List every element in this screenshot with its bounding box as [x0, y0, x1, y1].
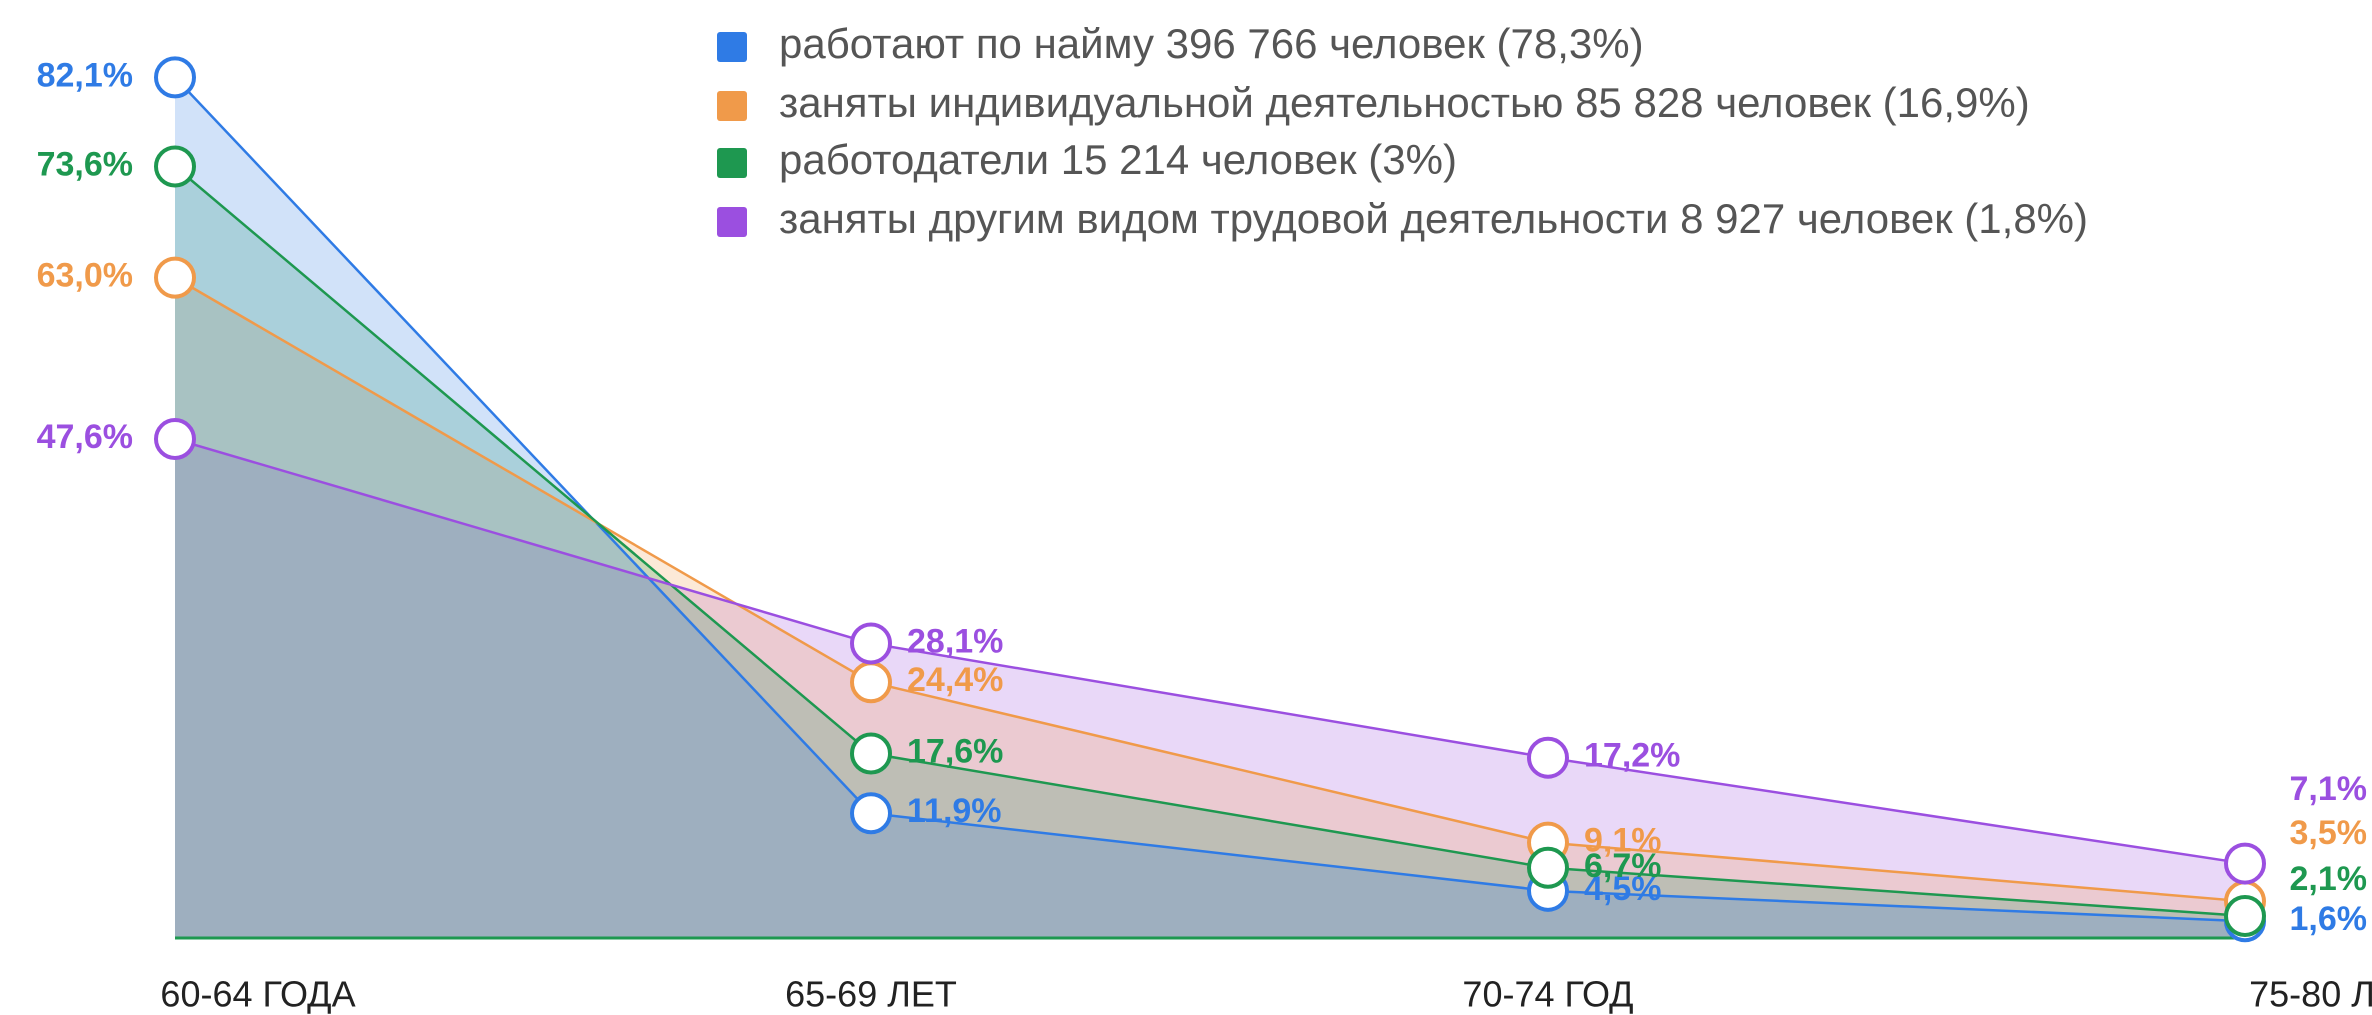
- legend-label: заняты другим видом трудовой деятельност…: [779, 195, 2088, 242]
- data-point: [1527, 846, 1569, 889]
- value-label: 11,9%: [907, 792, 1002, 830]
- series-line: [174, 276, 2246, 903]
- data-point: [850, 622, 892, 665]
- series-area: [175, 166, 2245, 938]
- x-tick-label: 65-69 ЛЕТ: [785, 974, 957, 1015]
- data-point: [850, 661, 892, 704]
- value-label: 9,1%: [1584, 822, 1662, 860]
- legend-swatch: [717, 91, 747, 121]
- series-line: [174, 437, 2246, 865]
- series-line: [174, 165, 2246, 918]
- value-label: 63,0%: [37, 257, 133, 295]
- legend-swatch: [717, 32, 747, 62]
- data-point: [2224, 842, 2266, 885]
- legend-label: работают по найму 396 766 человек (78,3%…: [779, 20, 1644, 67]
- x-tick-label: 75-80 ЛЕТ: [2249, 974, 2372, 1015]
- series-line: [174, 76, 2246, 923]
- data-point: [2224, 894, 2266, 937]
- legend-swatch: [717, 207, 747, 237]
- legend-label: работодатели 15 214 человек (3%): [779, 136, 1457, 183]
- value-label: 28,1%: [907, 622, 1003, 660]
- value-label: 47,6%: [37, 418, 133, 456]
- legend-swatch: [717, 148, 747, 178]
- x-tick-label: 70-74 ГОД: [1462, 974, 1633, 1015]
- value-label: 7,1%: [2290, 770, 2368, 808]
- series-area: [175, 77, 2245, 939]
- value-label: 17,2%: [1584, 737, 1680, 775]
- data-point: [850, 732, 892, 775]
- value-label: 2,1%: [2290, 860, 2368, 898]
- value-label: 17,6%: [907, 732, 1003, 770]
- series-area: [175, 277, 2245, 938]
- series-area: [175, 439, 2245, 938]
- value-label: 4,5%: [1584, 870, 1662, 908]
- value-label: 82,1%: [37, 56, 133, 94]
- data-point: [154, 256, 196, 299]
- value-label: 3,5%: [2290, 814, 2368, 852]
- legend-label: заняты индивидуальной деятельностью 85 8…: [779, 79, 2030, 126]
- data-point: [850, 792, 892, 835]
- value-label: 1,6%: [2290, 900, 2368, 938]
- x-tick-label: 60-64 ГОДА: [160, 974, 355, 1015]
- value-label: 24,4%: [907, 661, 1003, 699]
- data-point: [154, 418, 196, 461]
- data-point: [154, 145, 196, 188]
- data-point: [1527, 736, 1569, 779]
- data-point: [154, 56, 196, 99]
- value-label: 6,7%: [1584, 847, 1662, 885]
- value-label: 73,6%: [37, 145, 133, 183]
